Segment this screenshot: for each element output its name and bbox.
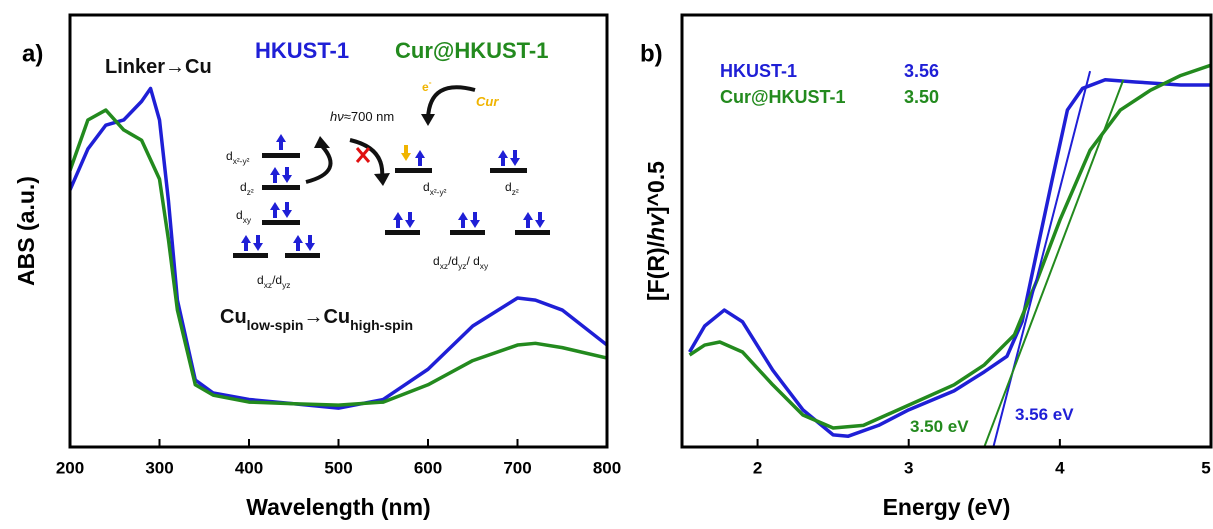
annotation: dxz/dyz bbox=[257, 273, 290, 290]
text-part: d bbox=[236, 208, 243, 222]
x-tick-label: 600 bbox=[414, 458, 442, 477]
annotation: dxz/dyz/ dxy bbox=[433, 254, 489, 271]
text-part: x²-y² bbox=[430, 187, 447, 197]
text-part: Cur bbox=[476, 94, 499, 109]
text-part: →Cu bbox=[303, 306, 350, 328]
text-part: ]^0.5 bbox=[643, 161, 669, 214]
x-tick-label: 400 bbox=[235, 458, 263, 477]
legend-label: HKUST-1 bbox=[720, 61, 797, 81]
annotation: dx²-y² bbox=[226, 149, 250, 166]
text-part: z² bbox=[512, 187, 519, 197]
text-part: /d bbox=[272, 273, 282, 287]
x-tick-label: 4 bbox=[1055, 458, 1065, 477]
text-part: 3.50 eV bbox=[910, 417, 969, 436]
text-part: 3.56 eV bbox=[1015, 405, 1074, 424]
annotation: dx²-y² bbox=[423, 180, 447, 197]
text-part: d bbox=[226, 149, 233, 163]
y-axis-title: [F(R)/hv]^0.5 bbox=[643, 161, 669, 301]
text-part: / d bbox=[466, 254, 479, 268]
annotation: Cur bbox=[476, 94, 499, 109]
text-part: d bbox=[257, 273, 264, 287]
annotation: 3.56 eV bbox=[1015, 405, 1074, 424]
x-tick-label: 5 bbox=[1201, 458, 1210, 477]
text-part: xy bbox=[243, 215, 252, 225]
text-part: d bbox=[505, 180, 512, 194]
text-part: low-spin bbox=[247, 317, 304, 333]
text-part: xz bbox=[264, 280, 272, 290]
text-part: hv bbox=[643, 213, 669, 241]
text-part: ≈700 nm bbox=[344, 109, 395, 124]
text-part: [F(R)/ bbox=[643, 240, 669, 301]
x-tick-label: 200 bbox=[56, 458, 84, 477]
text-part: hν bbox=[330, 109, 344, 124]
text-part: d bbox=[240, 180, 247, 194]
text-part: yz bbox=[458, 261, 466, 271]
panel-label: b) bbox=[640, 40, 663, 67]
series-line bbox=[70, 88, 607, 408]
series-line bbox=[70, 110, 607, 405]
fit-line bbox=[993, 71, 1090, 447]
text-part: xz bbox=[440, 261, 448, 271]
annotation: Culow-spin→Cuhigh-spin bbox=[220, 306, 413, 332]
text-part: z² bbox=[247, 187, 254, 197]
legend-label: Cur@HKUST-1 bbox=[395, 38, 548, 63]
text-part: yz bbox=[282, 280, 290, 290]
text-part: Cu bbox=[220, 306, 247, 328]
x-tick-label: 700 bbox=[503, 458, 531, 477]
x-tick-label: 3 bbox=[904, 458, 913, 477]
series-line bbox=[690, 80, 1211, 436]
x-tick-label: 800 bbox=[593, 458, 621, 477]
annotation: e- bbox=[422, 77, 432, 94]
annotation: 3.50 eV bbox=[910, 417, 969, 436]
figure: 200 300 400 500 600 700 800 Wavelength (nm) ABS … bbox=[0, 0, 1213, 529]
legend-label: Cur@HKUST-1 bbox=[720, 87, 846, 107]
annotation: hν≈700 nm bbox=[330, 109, 394, 124]
text-part: Linker→Cu bbox=[105, 56, 212, 78]
annotation: dz² bbox=[505, 180, 519, 197]
annotation: Linker→Cu bbox=[105, 56, 212, 78]
x-axis-title: Energy (eV) bbox=[883, 494, 1011, 520]
text-part: d bbox=[433, 254, 440, 268]
fit-line bbox=[984, 80, 1123, 447]
annotation: dxy bbox=[236, 208, 252, 225]
legend-label: HKUST-1 bbox=[255, 38, 349, 63]
text-part: d bbox=[423, 180, 430, 194]
text-part: /d bbox=[448, 254, 458, 268]
annotation: dz² bbox=[240, 180, 254, 197]
y-axis-title: ABS (a.u.) bbox=[13, 176, 39, 286]
series-line bbox=[690, 65, 1211, 428]
text-part: - bbox=[429, 77, 432, 87]
legend-value: 3.50 bbox=[904, 87, 939, 107]
x-tick-label: 2 bbox=[753, 458, 762, 477]
x-axis-title: Wavelength (nm) bbox=[246, 494, 430, 520]
text-part: high-spin bbox=[350, 317, 413, 333]
legend-value: 3.56 bbox=[904, 61, 939, 81]
text-part: xy bbox=[480, 261, 489, 271]
text-part: x²-y² bbox=[233, 156, 250, 166]
x-tick-label: 500 bbox=[324, 458, 352, 477]
x-tick-label: 300 bbox=[145, 458, 173, 477]
panel-label: a) bbox=[22, 40, 43, 67]
